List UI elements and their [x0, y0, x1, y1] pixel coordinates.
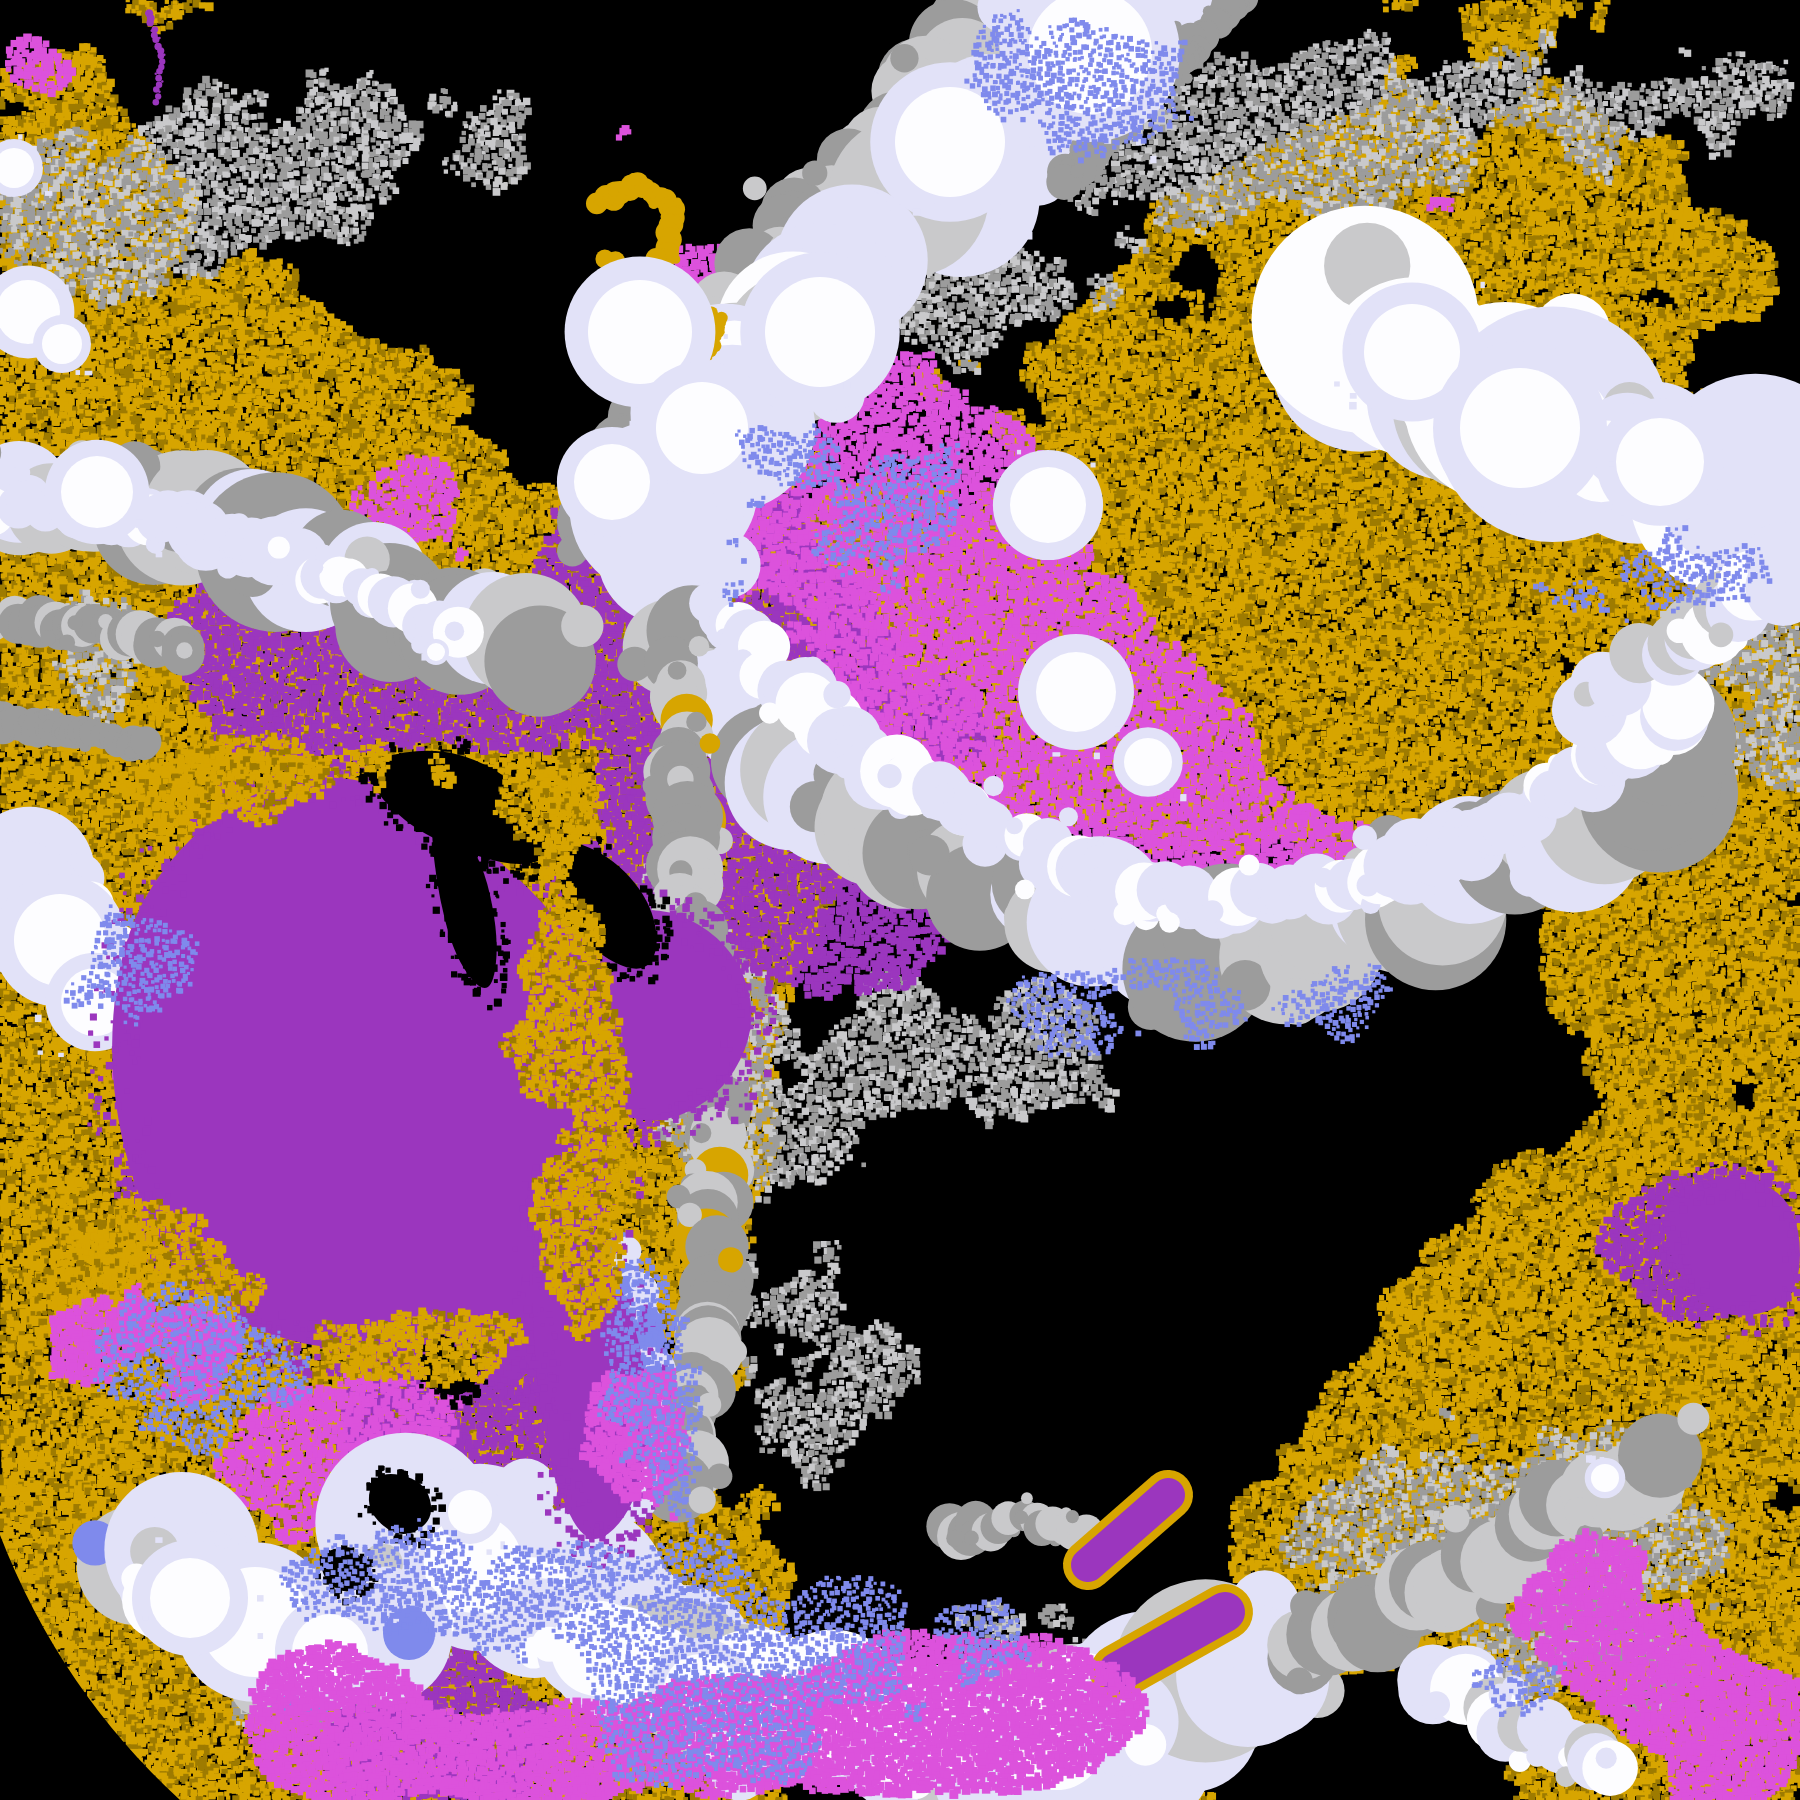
screenshot-root: [0, 0, 1800, 1800]
satellite-image: [0, 0, 1800, 1800]
satellite-canvas: [0, 0, 1800, 1800]
